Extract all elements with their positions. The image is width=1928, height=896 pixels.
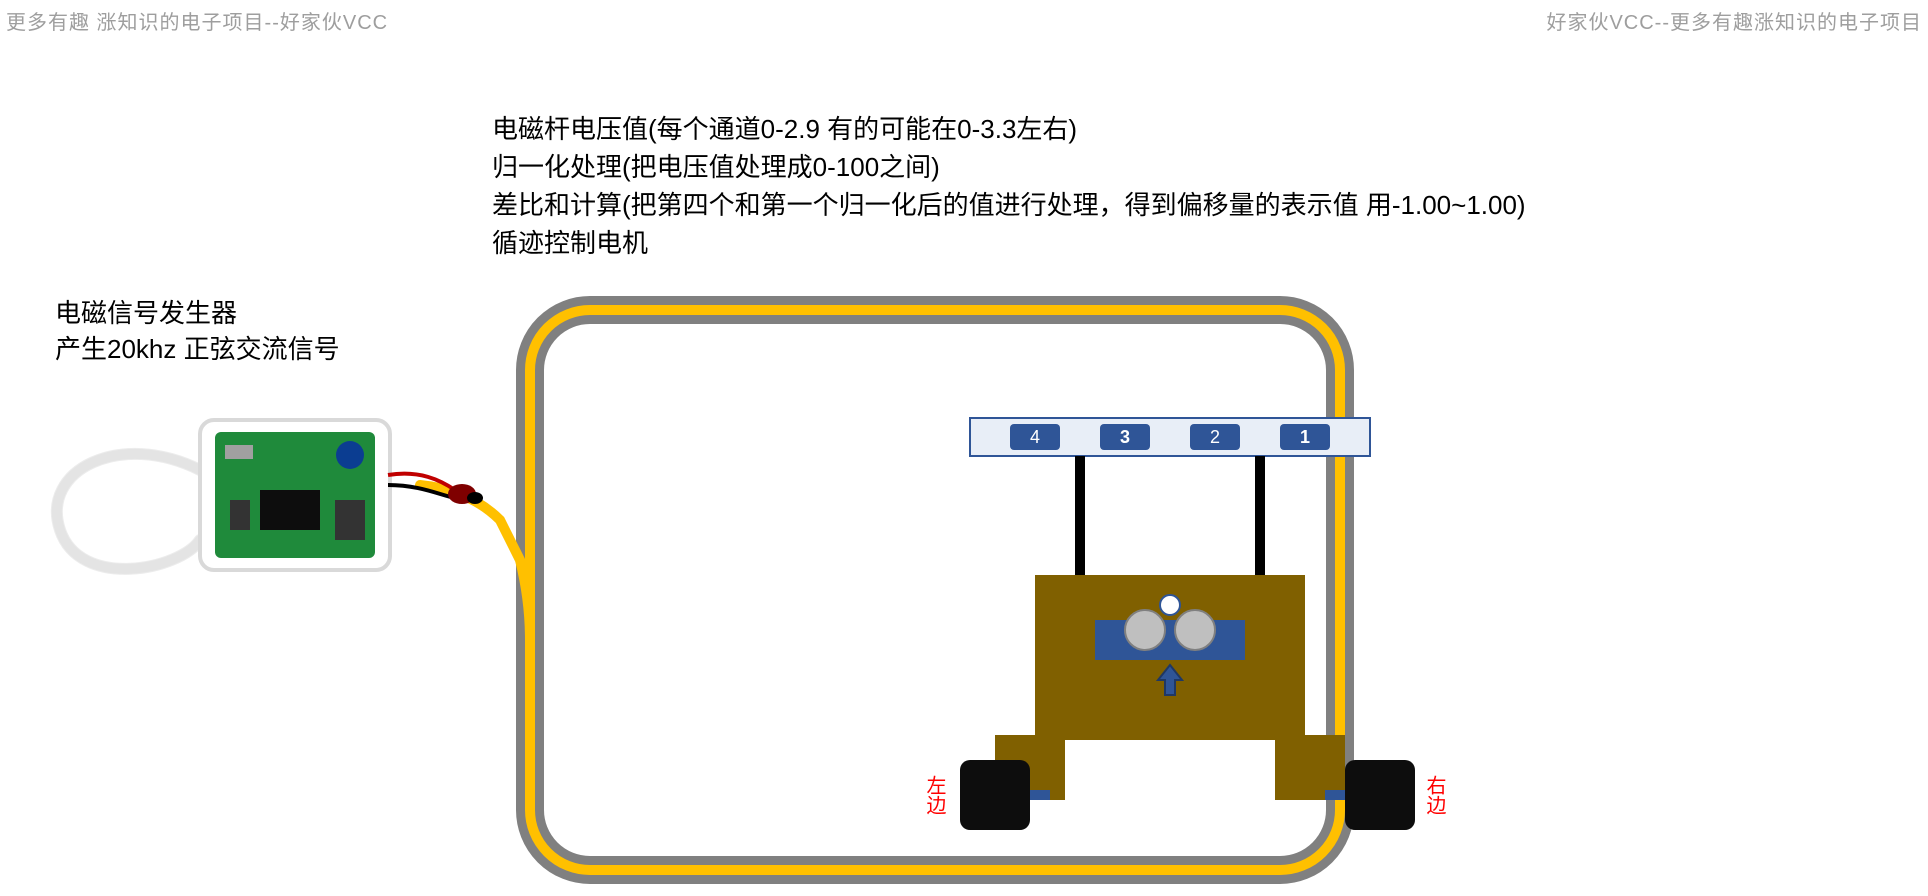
axle-right — [1325, 790, 1345, 800]
pcb-usb — [225, 445, 253, 459]
wheel-right — [1345, 760, 1415, 830]
car-detail-bar — [1095, 620, 1245, 660]
sensor-chip-2: 2 — [1190, 424, 1240, 450]
sensor-chip-3-label: 3 — [1120, 427, 1130, 447]
alligator-clip-tip — [467, 492, 483, 504]
pcb-chip — [260, 490, 320, 530]
signal-generator — [57, 420, 483, 570]
sensor-post-left — [1075, 456, 1085, 576]
sensor-chip-4: 4 — [1010, 424, 1060, 450]
wheel-label-left: 左边 — [920, 775, 949, 815]
axle-left — [1030, 790, 1050, 800]
wheel-label-right: 右边 — [1420, 775, 1449, 815]
usb-cable-outline — [57, 454, 200, 569]
track-lead-yellow — [420, 485, 530, 640]
pcb-comp2 — [335, 500, 365, 540]
sensor-chip-1-label: 1 — [1300, 427, 1310, 447]
car-motor-right — [1175, 610, 1215, 650]
wheel-left — [960, 760, 1030, 830]
sensor-chip-1: 1 — [1280, 424, 1330, 450]
sensor-chip-2-label: 2 — [1210, 427, 1220, 447]
car-motor-left — [1125, 610, 1165, 650]
sensor-post-right — [1255, 456, 1265, 576]
pcb-cap — [336, 441, 364, 469]
car-caster — [1160, 595, 1180, 615]
sensor-chip-3: 3 — [1100, 424, 1150, 450]
pcb-comp1 — [230, 500, 250, 530]
sensor-chip-4-label: 4 — [1030, 427, 1040, 447]
diagram-stage: 4 3 2 1 — [0, 0, 1928, 896]
